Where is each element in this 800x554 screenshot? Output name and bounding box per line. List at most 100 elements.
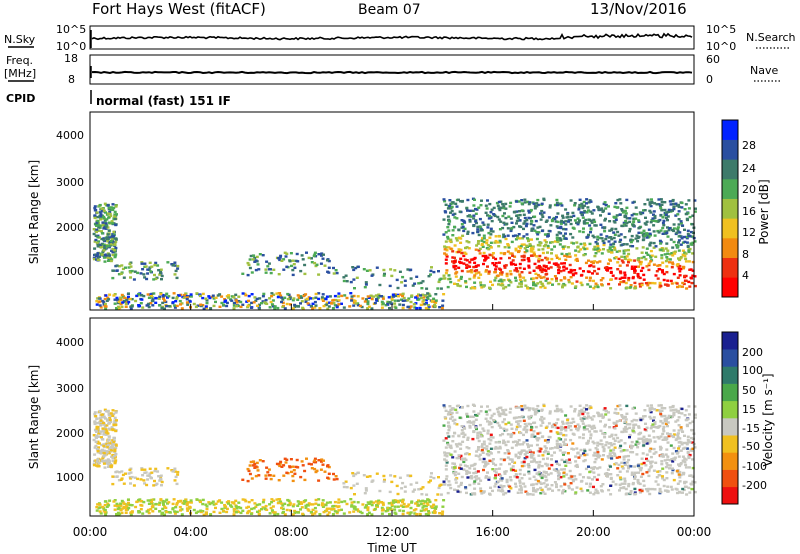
velocity-cell bbox=[585, 453, 589, 456]
velocity-cell bbox=[547, 467, 551, 470]
power-cell bbox=[175, 304, 179, 308]
power-cell bbox=[603, 201, 607, 204]
power-cell bbox=[111, 208, 115, 211]
velocity-cell bbox=[337, 501, 341, 504]
power-cell bbox=[554, 262, 558, 265]
power-cell bbox=[592, 209, 596, 212]
power-cell bbox=[443, 200, 447, 203]
power-cell bbox=[459, 257, 463, 260]
power-cell bbox=[471, 209, 475, 212]
velocity-cell bbox=[609, 473, 613, 476]
velocity-cell bbox=[446, 441, 450, 445]
velocity-cell bbox=[625, 461, 629, 464]
power-cell bbox=[597, 267, 601, 271]
velocity-cell bbox=[504, 470, 508, 473]
velocity-cell bbox=[100, 430, 104, 433]
power-cell bbox=[536, 226, 540, 229]
power-cell bbox=[525, 222, 529, 226]
colorbar-cell bbox=[722, 277, 738, 298]
velocity-cell bbox=[665, 436, 669, 439]
power-cell bbox=[446, 207, 450, 210]
power-cell bbox=[340, 302, 343, 305]
velocity-cell bbox=[566, 418, 570, 422]
velocity-cell bbox=[508, 458, 512, 461]
velocity-cell bbox=[154, 467, 158, 471]
velocity-cell bbox=[184, 498, 188, 501]
power-cell bbox=[493, 279, 497, 282]
velocity-cell bbox=[225, 510, 229, 514]
power-cell bbox=[159, 270, 163, 273]
velocity-cell bbox=[518, 488, 522, 491]
power-cell bbox=[102, 249, 106, 252]
velocity-cell bbox=[444, 446, 448, 449]
velocity-cell bbox=[513, 461, 517, 464]
velocity-cell bbox=[678, 476, 682, 479]
power-cell bbox=[590, 260, 594, 263]
velocity-cell bbox=[509, 479, 513, 482]
velocity-cell bbox=[400, 504, 403, 507]
velocity-cell bbox=[623, 477, 627, 480]
power-cell bbox=[225, 295, 229, 298]
power-cell bbox=[544, 256, 548, 260]
velocity-cell bbox=[604, 423, 607, 427]
velocity-cell bbox=[530, 483, 534, 487]
velocity-cell bbox=[473, 467, 477, 470]
velocity-cell bbox=[502, 412, 506, 416]
power-cell bbox=[484, 254, 488, 258]
velocity-cell bbox=[489, 447, 493, 450]
power-cell bbox=[554, 220, 558, 223]
power-cell bbox=[212, 304, 216, 308]
velocity-cell bbox=[282, 474, 286, 477]
power-cell bbox=[505, 274, 509, 278]
velocity-cell bbox=[678, 480, 682, 483]
velocity-cell bbox=[688, 440, 692, 444]
power-cell bbox=[119, 272, 123, 275]
power-cell bbox=[460, 219, 464, 222]
power-cell bbox=[349, 292, 353, 295]
power-cell bbox=[580, 213, 584, 216]
power-cell bbox=[453, 267, 457, 271]
power-cell bbox=[502, 206, 506, 210]
power-cell bbox=[319, 262, 323, 265]
power-cell bbox=[366, 302, 370, 306]
velocity-cell bbox=[171, 507, 175, 510]
power-cell bbox=[396, 286, 400, 290]
velocity-cell bbox=[652, 425, 656, 428]
velocity-cell bbox=[653, 488, 657, 491]
velocity-cell bbox=[569, 438, 573, 442]
power-cell bbox=[387, 296, 391, 299]
velocity-cell bbox=[627, 467, 630, 470]
power-cell bbox=[649, 241, 653, 244]
power-cell bbox=[489, 216, 493, 219]
velocity-cell bbox=[570, 421, 573, 425]
power-cell bbox=[607, 240, 611, 243]
power-cell bbox=[488, 286, 491, 289]
power-cell bbox=[533, 262, 537, 266]
velocity-cell bbox=[504, 408, 508, 412]
power-cell bbox=[540, 213, 544, 216]
power-cell bbox=[576, 217, 580, 220]
power-cell bbox=[270, 292, 274, 295]
power-cell bbox=[141, 268, 145, 271]
velocity-cell bbox=[482, 457, 486, 461]
power-cell bbox=[484, 257, 488, 260]
velocity-cell bbox=[381, 501, 385, 505]
velocity-cell bbox=[305, 503, 309, 507]
velocity-cell bbox=[606, 475, 609, 478]
power-cell bbox=[92, 232, 96, 236]
velocity-cell bbox=[157, 503, 161, 506]
velocity-cell bbox=[544, 449, 548, 453]
velocity-cell bbox=[484, 475, 488, 478]
velocity-cell bbox=[604, 413, 608, 416]
power-cell bbox=[356, 265, 360, 268]
power-cell bbox=[623, 255, 627, 259]
power-cell bbox=[463, 258, 467, 261]
power-cell bbox=[280, 300, 283, 304]
velocity-cell bbox=[620, 482, 624, 485]
velocity-cell bbox=[653, 408, 657, 411]
velocity-cell bbox=[102, 507, 106, 510]
power-cell bbox=[317, 273, 321, 276]
power-cell bbox=[592, 218, 596, 222]
power-cell bbox=[572, 242, 575, 245]
velocity-cell bbox=[677, 429, 681, 432]
